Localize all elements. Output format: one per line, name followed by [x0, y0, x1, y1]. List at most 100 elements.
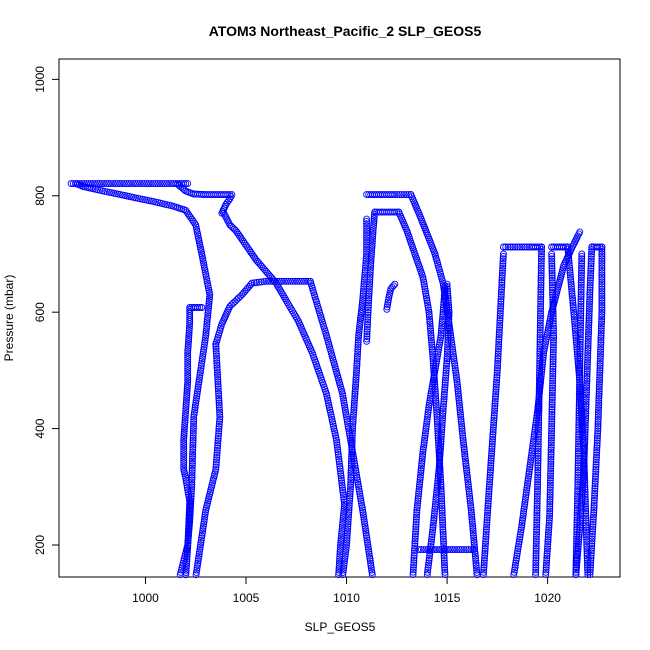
- data-point: [434, 477, 442, 485]
- data-point: [549, 367, 557, 375]
- data-point: [437, 334, 445, 342]
- data-point: [494, 352, 502, 360]
- data-point: [469, 520, 476, 528]
- data-point: [572, 564, 580, 571]
- data-point: [491, 404, 499, 412]
- data-point: [550, 324, 557, 332]
- data-point: [367, 255, 375, 263]
- data-point: [415, 483, 423, 491]
- data-point: [367, 250, 375, 258]
- data-point: [467, 504, 475, 512]
- data-point: [596, 352, 604, 360]
- data-point: [568, 290, 576, 298]
- data-point: [360, 513, 368, 521]
- data-point: [483, 514, 491, 522]
- data-point: [524, 479, 532, 487]
- data-point: [451, 546, 459, 554]
- data-point: [181, 416, 189, 424]
- data-point: [114, 180, 121, 188]
- data-point: [365, 299, 372, 307]
- data-point: [544, 535, 552, 543]
- data-point: [430, 517, 438, 524]
- data-point: [423, 420, 431, 428]
- data-point: [213, 368, 221, 376]
- data-point: [549, 353, 557, 361]
- data-point: [534, 461, 542, 469]
- data-point: [419, 273, 427, 281]
- data-point: [549, 305, 557, 313]
- data-point: [443, 352, 451, 360]
- x-axis-label: SLP_GEOS5: [305, 620, 376, 634]
- data-point: [348, 441, 356, 449]
- data-point: [184, 530, 192, 538]
- data-point: [365, 297, 373, 304]
- data-point: [191, 401, 199, 409]
- data-point: [576, 374, 584, 381]
- data-point: [429, 546, 436, 554]
- data-point: [529, 442, 537, 450]
- data-point: [188, 464, 196, 472]
- data-point: [366, 278, 374, 286]
- data-point: [350, 401, 358, 409]
- data-point: [345, 513, 352, 521]
- data-point: [340, 564, 348, 572]
- data-point: [546, 510, 554, 517]
- data-point: [550, 334, 558, 342]
- data-point: [578, 262, 586, 270]
- data-point: [535, 428, 542, 436]
- data-point: [184, 371, 192, 379]
- data-point: [527, 458, 534, 466]
- data-point: [523, 482, 531, 490]
- data-point: [536, 343, 544, 351]
- data-point: [595, 383, 603, 391]
- data-point: [467, 508, 475, 516]
- data-point: [549, 293, 557, 301]
- data-point: [534, 405, 542, 413]
- data-point: [536, 326, 544, 334]
- data-point: [531, 428, 539, 436]
- data-point: [498, 271, 506, 279]
- data-point: [510, 571, 518, 579]
- data-point: [460, 446, 468, 453]
- data-point: [577, 286, 585, 294]
- data-point: [436, 447, 444, 455]
- data-point: [428, 528, 436, 536]
- data-point: [491, 395, 499, 403]
- data-point: [452, 369, 460, 377]
- data-point: [412, 520, 420, 528]
- data-point: [444, 341, 452, 349]
- data-point: [573, 502, 581, 510]
- data-points: [67, 180, 606, 579]
- data-point: [189, 432, 197, 440]
- data-point: [339, 512, 347, 520]
- data-point: [548, 260, 556, 268]
- data-point: [586, 279, 594, 287]
- data-point: [573, 521, 581, 529]
- data-point: [67, 180, 75, 188]
- data-point: [598, 276, 606, 284]
- data-point: [184, 542, 192, 550]
- data-point: [461, 450, 469, 458]
- data-point: [362, 527, 370, 535]
- data-point: [423, 571, 431, 579]
- data-point: [583, 540, 591, 548]
- data-point: [532, 416, 540, 424]
- data-point: [590, 504, 598, 512]
- data-point: [349, 422, 357, 430]
- data-point: [547, 462, 555, 470]
- data-point: [339, 516, 347, 524]
- data-point: [185, 523, 193, 531]
- data-point: [526, 463, 534, 471]
- data-point: [184, 344, 192, 352]
- data-point: [575, 402, 583, 410]
- data-point: [494, 350, 502, 358]
- data-point: [533, 492, 541, 500]
- data-point: [534, 483, 542, 491]
- data-point: [456, 401, 463, 409]
- data-point: [586, 286, 594, 294]
- data-point: [576, 350, 584, 358]
- y-tick-label: 1000: [33, 66, 47, 93]
- data-point: [212, 465, 220, 473]
- data-point: [183, 394, 191, 402]
- data-point: [411, 542, 419, 550]
